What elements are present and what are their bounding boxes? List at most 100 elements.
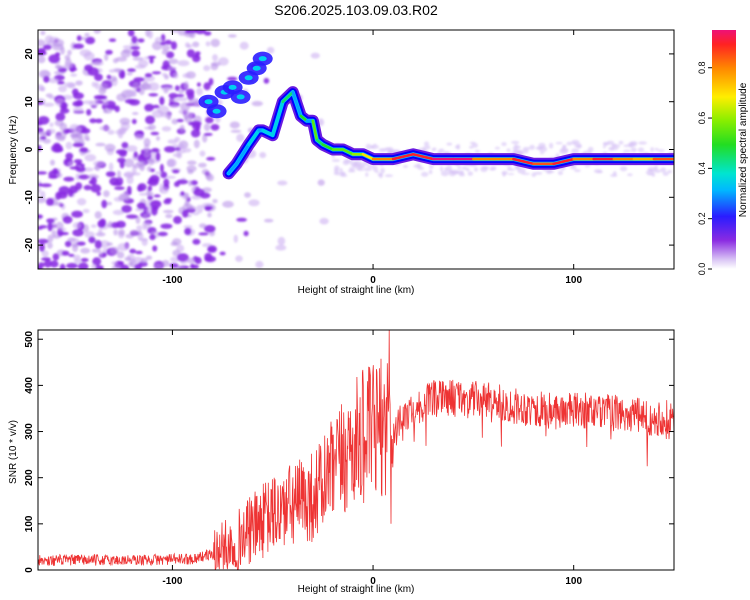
noise-blob (73, 43, 84, 49)
ridge-segment (341, 148, 355, 156)
noise-blob (176, 118, 184, 123)
noise-blob (107, 129, 115, 135)
noise-blob (127, 68, 136, 73)
noise-blob (630, 147, 637, 153)
noise-blob (196, 204, 204, 214)
noise-blob (170, 241, 178, 247)
noise-blob (149, 200, 162, 209)
noise-blob (64, 54, 71, 61)
noise-blob (153, 194, 161, 198)
noise-blob (41, 257, 51, 261)
noise-blob (145, 115, 155, 125)
noise-blob (79, 147, 89, 153)
noise-blob (151, 71, 162, 75)
noise-blob (72, 222, 82, 229)
spectrogram-area (38, 30, 674, 269)
noise-blob (91, 248, 102, 253)
noise-blob (171, 118, 179, 125)
noise-blob (115, 220, 126, 228)
noise-blob (58, 85, 67, 93)
noise-blob (183, 225, 193, 229)
noise-blob (233, 234, 238, 243)
noise-blob (126, 145, 138, 152)
noise-blob (194, 257, 202, 264)
noise-blob (192, 54, 201, 63)
noise-blob (432, 147, 437, 151)
noise-blob (210, 124, 220, 131)
noise-blob (163, 209, 174, 214)
noise-blob (38, 101, 45, 105)
noise-blob (266, 46, 275, 54)
noise-blob (155, 171, 163, 175)
noise-blob (129, 229, 139, 235)
noise-blob (135, 250, 143, 255)
noise-blob (184, 227, 192, 236)
noise-blob (170, 41, 177, 50)
noise-blob (38, 197, 46, 204)
noise-blob (198, 232, 209, 236)
noise-blob (72, 254, 81, 260)
noise-blob (169, 104, 180, 108)
noise-blob (204, 206, 212, 211)
noise-blob (38, 171, 48, 175)
noise-blob (60, 46, 65, 55)
noise-blob (43, 138, 51, 144)
noise-blob (182, 209, 189, 218)
noise-blob (132, 256, 144, 264)
noise-blob (340, 174, 348, 178)
noise-blob (180, 102, 191, 111)
noise-blob (185, 88, 195, 97)
ridge-segment (247, 129, 260, 147)
noise-blob (421, 171, 429, 177)
noise-blob (202, 187, 212, 193)
noise-blob (378, 172, 383, 179)
noise-blob (52, 234, 61, 239)
x-tick-label: 0 (370, 576, 376, 587)
noise-blob (94, 163, 101, 172)
noise-blob (164, 39, 172, 45)
noise-blob (178, 89, 185, 94)
noise-blob (378, 148, 388, 151)
noise-blob (129, 40, 139, 47)
noise-blob (106, 201, 112, 206)
noise-blob (38, 55, 46, 64)
noise-blob (116, 251, 125, 259)
noise-blob (186, 30, 198, 34)
noise-blob (191, 195, 202, 200)
spectrogram-x-ticks: -100 0 100 (162, 30, 582, 286)
noise-blob (155, 151, 161, 161)
noise-blob (98, 251, 104, 258)
noise-blob (156, 136, 160, 141)
noise-blob (205, 116, 214, 124)
noise-blob (99, 240, 110, 249)
noise-blob (331, 159, 341, 162)
noise-blob (38, 214, 43, 219)
ridge-segment (361, 152, 375, 161)
noise-blob (184, 192, 190, 199)
noise-blob (84, 231, 95, 239)
noise-blob (160, 112, 169, 118)
noise-blob (95, 142, 106, 147)
noise-blob (203, 123, 211, 132)
noise-blob (192, 41, 200, 48)
noise-blob (92, 257, 102, 266)
noise-blob (190, 263, 195, 269)
noise-blob (89, 118, 97, 124)
noise-blob (86, 109, 92, 116)
noise-blob (124, 256, 132, 262)
noise-blob (177, 253, 189, 262)
noise-blob (107, 221, 113, 229)
colorbar-tick-label: 0.2 (697, 212, 707, 225)
y-tick-label: 300 (24, 423, 35, 440)
noise-blob (94, 211, 102, 219)
ridge-segment (291, 90, 303, 118)
noise-blob (123, 171, 135, 179)
noise-blob (584, 165, 590, 168)
noise-blob (596, 170, 603, 174)
noise-blob (203, 132, 213, 136)
spectrogram-x-axis-label: Height of straight line (km) (298, 285, 415, 296)
noise-blob (259, 152, 267, 159)
noise-blob (147, 178, 159, 187)
noise-blob (148, 124, 156, 131)
noise-blob (152, 245, 158, 252)
